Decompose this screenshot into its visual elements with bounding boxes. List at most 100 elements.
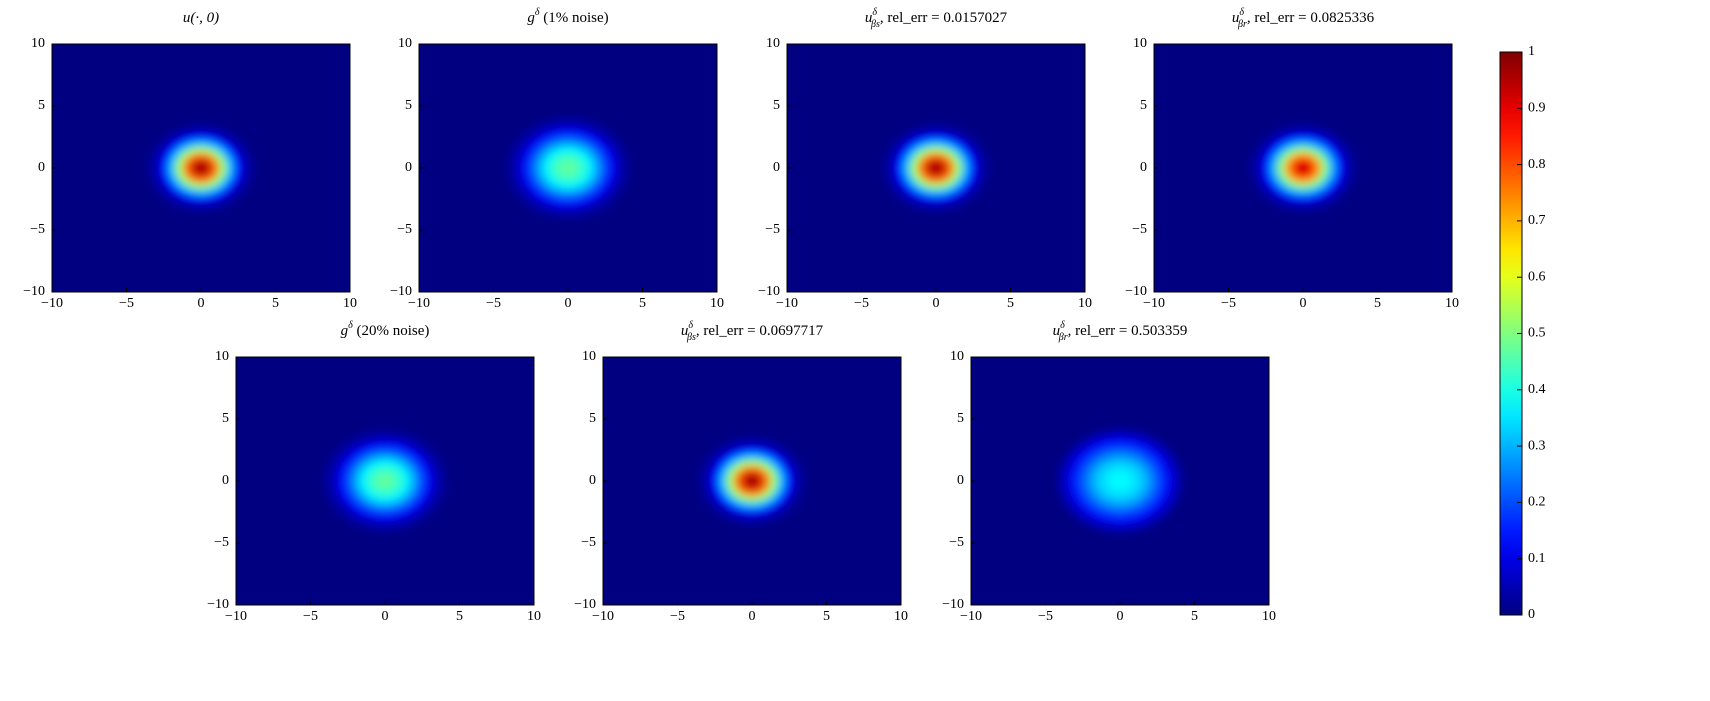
x-tick-label: −5 <box>670 609 685 624</box>
y-tick-label: −5 <box>581 535 596 550</box>
y-tick-label: 0 <box>222 473 229 488</box>
colorbar-tick-label: 0.5 <box>1528 326 1546 341</box>
title-text: , rel_err = 0.0697717 <box>696 323 824 339</box>
y-tick-label: 5 <box>773 98 780 113</box>
x-tick-label: −5 <box>854 296 869 311</box>
blob <box>1239 115 1367 221</box>
y-tick-label: 10 <box>215 349 229 364</box>
title-sub: βr <box>1058 332 1068 343</box>
y-tick-label: −10 <box>574 597 596 612</box>
colorbar-tick-label: 0.8 <box>1528 157 1546 172</box>
title-sup: δ <box>688 320 693 331</box>
title-text: (20% noise) <box>353 323 430 339</box>
y-tick-label: 5 <box>38 98 45 113</box>
y-tick-label: −10 <box>942 597 964 612</box>
title-sup: δ <box>1060 320 1065 331</box>
panel-title: u(·, 0) <box>183 10 219 26</box>
colorbar-tick-label: 0.4 <box>1528 382 1546 397</box>
x-tick-label: 5 <box>823 609 830 624</box>
y-tick-label: 10 <box>31 36 45 51</box>
panel: −10 −5 0 5 10 −10 −5 0 5 10 uδ βs, rel_err = 0.0157… <box>758 7 1092 311</box>
y-tick-label: −5 <box>214 535 229 550</box>
title-sub: βs <box>870 19 880 30</box>
panel: −10 −5 0 5 10 −10 −5 0 5 10 u(·, 0) <box>23 10 357 311</box>
y-tick-label: 5 <box>957 411 964 426</box>
title-sup: δ <box>872 7 877 18</box>
heat-field <box>688 428 816 534</box>
heat-field <box>1056 428 1184 534</box>
x-tick-label: −10 <box>408 296 430 311</box>
x-tick-label: −5 <box>486 296 501 311</box>
panel-title: uδ βs, rel_err = 0.0157027 <box>865 7 1008 30</box>
x-tick-label: −5 <box>1038 609 1053 624</box>
panel-title: uδ βs, rel_err = 0.0697717 <box>681 320 824 343</box>
panel-title: uδ βr, rel_err = 0.503359 <box>1053 320 1188 343</box>
title-sub: βr <box>1237 19 1247 30</box>
title-text: , rel_err = 0.0157027 <box>880 10 1008 26</box>
heat-ring <box>932 164 940 172</box>
title-sup: δ <box>535 7 540 18</box>
x-tick-label: 0 <box>933 296 940 311</box>
y-tick-label: 5 <box>405 98 412 113</box>
blob <box>321 428 449 534</box>
y-tick-label: −10 <box>758 284 780 299</box>
y-tick-label: −5 <box>397 222 412 237</box>
colorbar-tick-label: 0.9 <box>1528 101 1546 116</box>
panel: −10 −5 0 5 10 −10 −5 0 5 10 gδ (20% noise) <box>207 320 541 624</box>
x-tick-label: 10 <box>1262 609 1276 624</box>
heat-field <box>1239 115 1367 221</box>
y-tick-label: −5 <box>949 535 964 550</box>
x-tick-label: 5 <box>456 609 463 624</box>
x-tick-label: −10 <box>41 296 63 311</box>
y-tick-label: 0 <box>38 160 45 175</box>
title-base: g <box>527 10 535 26</box>
y-tick-label: −5 <box>30 222 45 237</box>
y-tick-label: −5 <box>765 222 780 237</box>
panel-title: gδ (1% noise) <box>527 7 608 26</box>
x-tick-label: 0 <box>1300 296 1307 311</box>
x-tick-label: 5 <box>272 296 279 311</box>
heat-ring <box>1116 477 1124 485</box>
x-tick-label: 0 <box>198 296 205 311</box>
y-tick-label: 0 <box>1140 160 1147 175</box>
y-tick-label: −5 <box>1132 222 1147 237</box>
y-tick-label: 5 <box>1140 98 1147 113</box>
heat-ring <box>748 477 756 485</box>
blob <box>872 115 1000 221</box>
x-tick-label: 10 <box>343 296 357 311</box>
heat-field <box>321 428 449 534</box>
x-tick-label: 10 <box>894 609 908 624</box>
x-tick-label: −10 <box>776 296 798 311</box>
x-tick-label: 5 <box>639 296 646 311</box>
y-tick-label: −10 <box>207 597 229 612</box>
x-tick-label: 0 <box>1117 609 1124 624</box>
panel-title: gδ (20% noise) <box>341 320 430 339</box>
blob <box>504 115 632 221</box>
panel: −10 −5 0 5 10 −10 −5 0 5 10 uδ βr, rel_err = 0.5033… <box>942 320 1276 624</box>
x-tick-label: −10 <box>960 609 982 624</box>
x-tick-label: −10 <box>592 609 614 624</box>
x-tick-label: 0 <box>382 609 389 624</box>
x-tick-label: −10 <box>225 609 247 624</box>
y-tick-label: 0 <box>773 160 780 175</box>
title-base: u <box>1232 10 1240 26</box>
panel: −10 −5 0 5 10 −10 −5 0 5 10 gδ (1% noise) <box>390 7 724 311</box>
colorbar-tick-label: 0.3 <box>1528 438 1546 453</box>
y-tick-label: 0 <box>589 473 596 488</box>
y-tick-label: 10 <box>950 349 964 364</box>
heat-ring <box>564 164 572 172</box>
title-sup: δ <box>348 320 353 331</box>
title-text: , rel_err = 0.0825336 <box>1247 10 1375 26</box>
title-base: u(·, 0) <box>183 10 219 26</box>
x-tick-label: 10 <box>1445 296 1459 311</box>
y-tick-label: 10 <box>398 36 412 51</box>
x-tick-label: −5 <box>119 296 134 311</box>
colorbar-tick-label: 0.6 <box>1528 269 1546 284</box>
panel-title: uδ βr, rel_err = 0.0825336 <box>1232 7 1375 30</box>
x-tick-label: 10 <box>710 296 724 311</box>
heat-field <box>872 115 1000 221</box>
blob <box>688 428 816 534</box>
colorbar-tick-label: 0.2 <box>1528 495 1546 510</box>
colorbar-tick-label: 0 <box>1528 607 1535 622</box>
